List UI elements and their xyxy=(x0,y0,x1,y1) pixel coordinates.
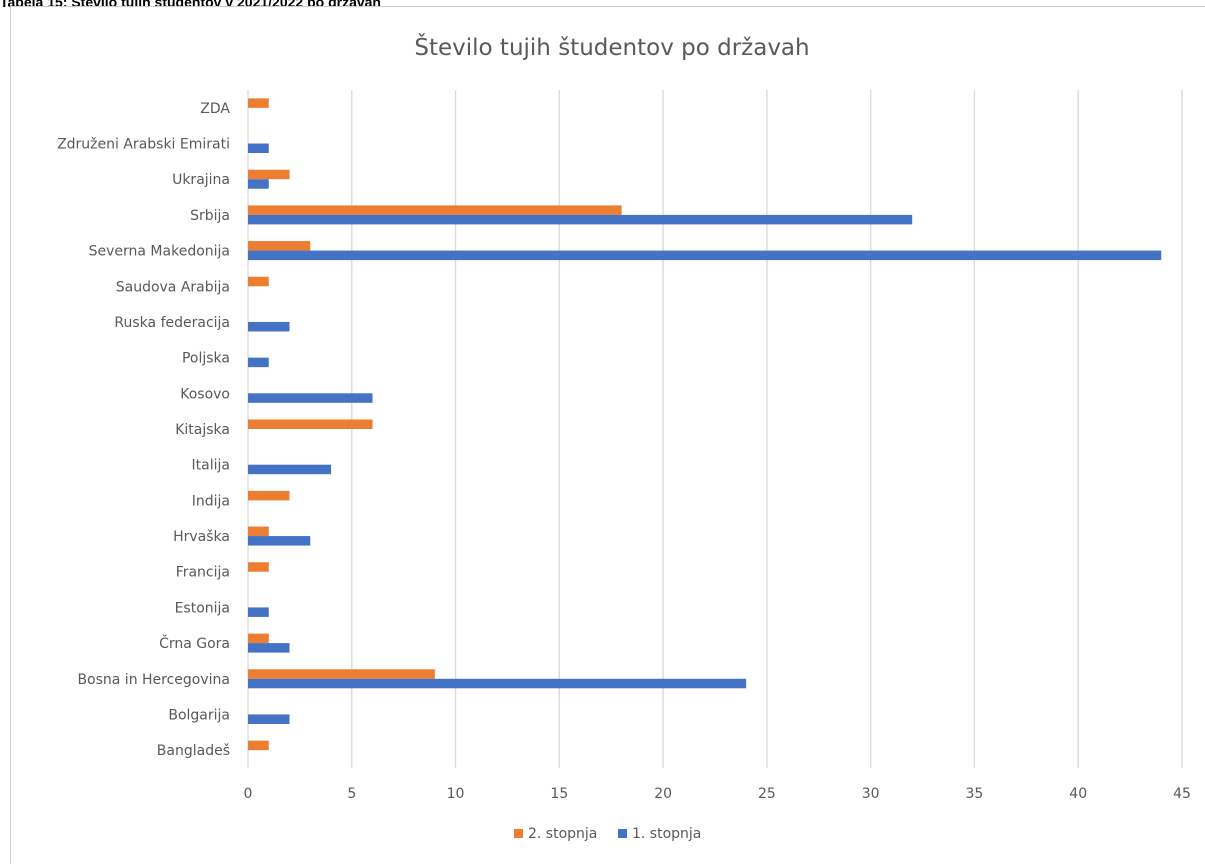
bar-stopnja-2 xyxy=(248,276,269,287)
bars xyxy=(248,98,1162,751)
category-label: Črna Gora xyxy=(159,634,230,652)
bar-stopnja-1 xyxy=(248,607,269,617)
gridlines xyxy=(247,90,1183,768)
category-label: Bolgarija xyxy=(168,707,230,723)
category-label: Francija xyxy=(176,565,230,581)
bar-stopnja-2 xyxy=(248,241,311,251)
bar-stopnja-1 xyxy=(248,179,269,189)
bar-stopnja-1 xyxy=(248,143,269,154)
legend: 2. stopnja 1. stopnja xyxy=(514,826,701,842)
bar-stopnja-2 xyxy=(248,526,269,537)
category-labels: ZDA Združeni Arabski Emirati Ukrajina Srbij… xyxy=(57,101,230,759)
bar-stopnja-2 xyxy=(248,562,269,572)
table-caption: Tabela 15: Število tujih študentov v 202… xyxy=(0,0,381,10)
bar-stopnja-1 xyxy=(248,250,1162,261)
category-label: Ukrajina xyxy=(172,172,230,188)
category-label: Kosovo xyxy=(180,386,230,402)
bar-stopnja-2 xyxy=(248,205,622,215)
x-tick-label: 45 xyxy=(1173,786,1191,802)
legend-swatch xyxy=(514,829,523,838)
bar-stopnja-1 xyxy=(248,464,332,475)
chart-title: Število tujih študentov po državah xyxy=(414,33,809,61)
category-label: Ruska federacija xyxy=(114,315,230,331)
category-label: Italija xyxy=(192,458,230,474)
legend-swatch xyxy=(618,829,627,838)
bar-stopnja-2 xyxy=(248,98,269,108)
category-label: Indija xyxy=(192,493,230,509)
x-tick-label: 0 xyxy=(244,786,253,802)
bar-stopnja-1 xyxy=(248,536,311,546)
bar-stopnja-2 xyxy=(248,169,290,180)
x-tick-label: 25 xyxy=(758,786,776,802)
x-tick-label: 20 xyxy=(654,786,672,802)
bar-stopnja-1 xyxy=(248,714,290,724)
category-label: ZDA xyxy=(200,101,230,117)
x-tick-label: 5 xyxy=(347,786,356,802)
x-tick-label: 15 xyxy=(550,786,568,802)
category-label: Poljska xyxy=(182,351,230,367)
category-label: Estonija xyxy=(175,600,230,616)
category-label: Srbija xyxy=(190,208,230,224)
category-label: Bangladeš xyxy=(157,743,230,759)
category-label: Severna Makedonija xyxy=(89,244,230,260)
bar-stopnja-1 xyxy=(248,357,269,368)
category-label: Hrvaška xyxy=(173,529,230,545)
x-tick-label: 40 xyxy=(1069,786,1087,802)
x-tick-label: 10 xyxy=(447,786,465,802)
x-tick-label: 30 xyxy=(862,786,880,802)
category-label: Kitajska xyxy=(175,422,230,438)
bar-stopnja-2 xyxy=(248,740,269,751)
category-label: Združeni Arabski Emirati xyxy=(57,137,230,153)
category-label: Saudova Arabija xyxy=(116,279,230,295)
bar-stopnja-1 xyxy=(248,643,290,653)
x-tick-label: 35 xyxy=(966,786,984,802)
bar-stopnja-1 xyxy=(248,393,373,403)
chart-frame xyxy=(10,6,1205,864)
bar-stopnja-2 xyxy=(248,633,269,644)
bar-stopnja-2 xyxy=(248,669,435,679)
x-axis-ticks: 0 5 10 15 20 25 30 35 40 45 xyxy=(244,786,1191,802)
bar-stopnja-1 xyxy=(248,678,747,689)
bar-stopnja-1 xyxy=(248,321,290,332)
bar-stopnja-2 xyxy=(248,419,373,429)
bar-stopnja-2 xyxy=(248,490,290,501)
legend-label: 2. stopnja xyxy=(528,826,597,842)
legend-label: 1. stopnja xyxy=(632,826,701,842)
category-label: Bosna in Hercegovina xyxy=(77,672,230,688)
bar-stopnja-1 xyxy=(248,214,913,225)
